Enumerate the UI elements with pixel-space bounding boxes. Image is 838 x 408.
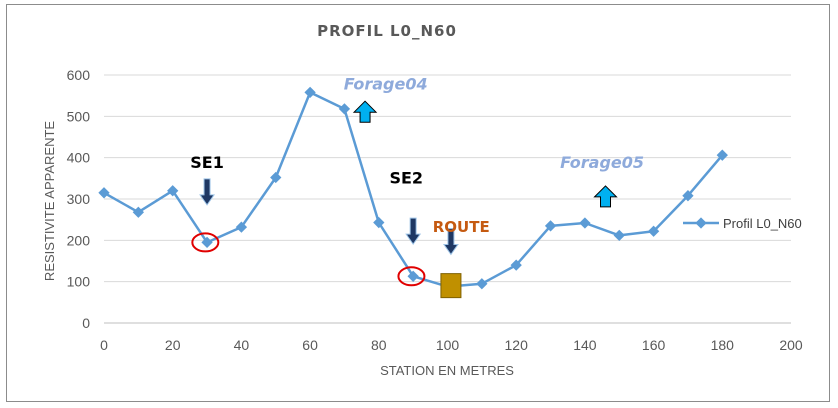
x-tick-label: 180	[711, 337, 735, 353]
data-point	[407, 270, 419, 282]
legend-swatch-marker	[695, 217, 707, 229]
series-layer	[98, 86, 728, 293]
chart-canvas: PROFIL L0_N60 0 100 200 300 400 500 600 0 20 40 6…	[42, 22, 803, 378]
data-point	[579, 217, 591, 229]
data-point	[373, 216, 385, 229]
x-tick-label: 0	[100, 337, 108, 353]
y-tick-label: 600	[67, 67, 91, 83]
x-tick-label: 40	[234, 337, 250, 353]
x-tick-label: 80	[371, 337, 387, 353]
arrow-down-icon	[405, 217, 422, 246]
data-point	[167, 185, 179, 197]
y-tick-label: 100	[67, 274, 91, 290]
annotation-label: ROUTE	[433, 218, 490, 236]
y-axis-ticks: 0 100 200 300 400 500 600	[67, 67, 91, 331]
y-tick-label: 400	[67, 150, 91, 166]
data-point	[682, 190, 694, 202]
x-tick-label: 60	[302, 337, 318, 353]
annotation-label: Forage05	[560, 153, 644, 172]
data-point	[235, 221, 248, 233]
annotation-markers	[191, 100, 618, 299]
data-point	[544, 220, 557, 232]
route-square	[440, 273, 462, 299]
x-axis-label: STATION EN METRES	[380, 363, 514, 378]
legend: Profil L0_N60	[683, 216, 802, 231]
arrow-up-icon	[352, 100, 378, 123]
legend-entry: Profil L0_N60	[723, 216, 802, 231]
arrow-down-icon	[442, 227, 459, 256]
highlight-circle	[397, 266, 426, 287]
annotation-label: Forage04	[344, 74, 428, 93]
series-line	[103, 91, 724, 288]
y-tick-label: 300	[67, 191, 91, 207]
data-point	[613, 229, 625, 242]
annotation-label: SE2	[389, 168, 423, 187]
x-tick-label: 160	[642, 337, 666, 353]
x-tick-label: 140	[573, 337, 597, 353]
x-tick-label: 200	[779, 337, 803, 353]
arrow-down-icon	[199, 178, 216, 206]
y-axis-label: RESISTIVITE APPARENTE	[42, 121, 57, 281]
x-tick-label: 100	[436, 337, 460, 353]
data-point	[338, 103, 351, 115]
data-point	[98, 187, 110, 199]
y-tick-label: 0	[82, 315, 90, 331]
data-point	[510, 259, 522, 271]
data-point	[270, 171, 282, 184]
data-point	[132, 206, 145, 218]
x-tick-label: 20	[165, 337, 181, 353]
data-point	[647, 225, 660, 237]
data-point	[304, 86, 316, 99]
x-tick-label: 120	[505, 337, 529, 353]
data-point	[201, 236, 213, 249]
annotation-labels: SE1 SE2 Forage04 Forage05 ROUTE	[190, 74, 644, 236]
x-axis-ticks: 0 20 40 60 80 100 120 140 160 180 200	[100, 337, 803, 353]
data-point	[716, 149, 728, 161]
y-tick-label: 200	[67, 232, 91, 248]
highlight-circle	[191, 232, 220, 253]
data-point	[476, 278, 488, 290]
chart-title: PROFIL L0_N60	[317, 22, 457, 40]
arrow-up-icon	[593, 185, 618, 208]
chart-frame: PROFIL L0_N60 0 100 200 300 400 500 600 0 20 40 6…	[6, 4, 830, 402]
annotation-label: SE1	[190, 153, 224, 172]
y-tick-label: 500	[67, 108, 91, 124]
